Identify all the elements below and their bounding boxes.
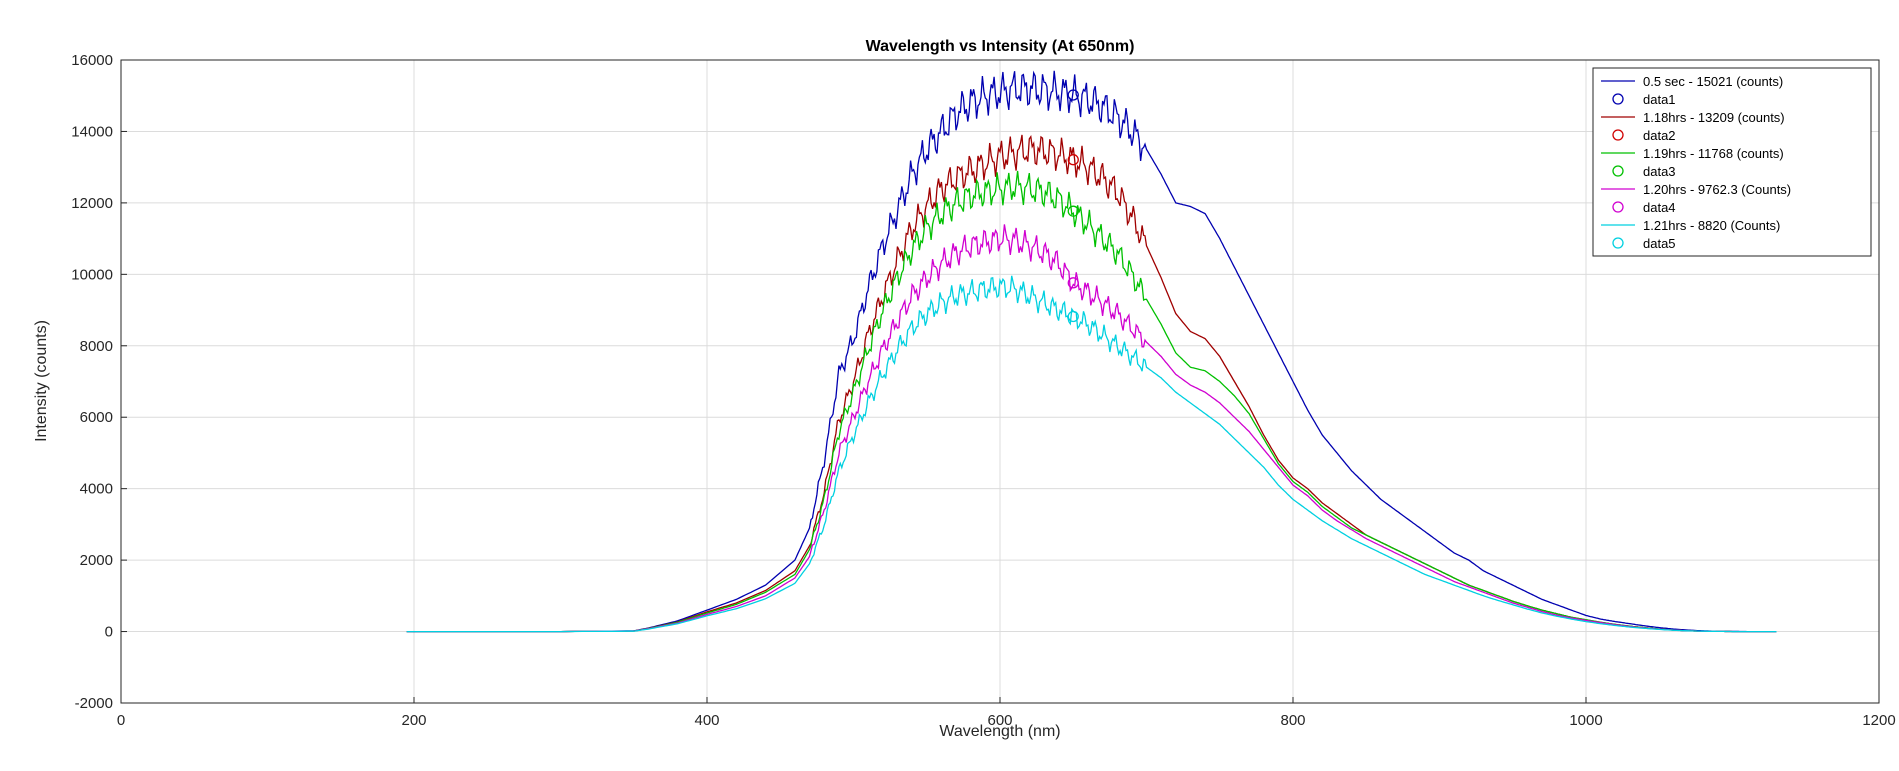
x-tick-label: 200	[401, 712, 426, 729]
data-marker-3	[1067, 205, 1079, 217]
chart-title: Wavelength vs Intensity (At 650nm)	[866, 38, 1135, 55]
x-tick-label: 400	[694, 712, 719, 729]
x-tick-label: 1000	[1569, 712, 1602, 729]
legend-entry-series: 1.19hrs - 11768 (counts)	[1643, 146, 1784, 161]
x-axis-title: Wavelength (nm)	[939, 723, 1060, 740]
y-tick-label: 14000	[71, 123, 113, 140]
x-tick-label: 800	[1280, 712, 1305, 729]
series-layer	[406, 70, 1777, 633]
tick-labels: 0 200 400 600 800 1000 1200-200002000400060008…	[71, 52, 1895, 729]
series-line-5	[406, 275, 1777, 633]
series-line-1	[406, 70, 1777, 633]
data-marker-5	[1067, 310, 1079, 323]
y-tick-label: 16000	[71, 52, 113, 69]
y-tick-label: 8000	[80, 338, 113, 355]
x-tick-label: 600	[987, 712, 1012, 729]
y-tick-label: 2000	[80, 552, 113, 569]
data-marker-2	[1067, 154, 1079, 166]
y-tick-label: 4000	[80, 481, 113, 498]
legend-swatch-marker	[1612, 129, 1624, 141]
y-tick-label: 12000	[71, 195, 113, 212]
legend-entry-series: 1.20hrs - 9762.3 (Counts)	[1643, 182, 1791, 197]
legend-entry-marker: data4	[1643, 200, 1676, 215]
x-tick-label: 0	[117, 712, 125, 729]
data-marker-4	[1067, 277, 1079, 289]
y-tick-label: 10000	[71, 266, 113, 283]
legend-box	[1592, 67, 1872, 257]
y-tick-label: -2000	[75, 695, 113, 712]
y-axis-title: Intensity (counts)	[33, 320, 50, 442]
legend-entry-marker: data5	[1643, 236, 1676, 251]
legend-entry-marker: data2	[1643, 128, 1676, 143]
x-tick-label: 1200	[1862, 712, 1895, 729]
legend-swatch-marker	[1612, 93, 1624, 105]
legend-entry-series: 0.5 sec - 15021 (counts)	[1643, 74, 1783, 89]
series-line-4	[406, 224, 1777, 633]
legend: 0.5 sec - 15021 (counts) data1 1.18hrs - 1…	[1592, 67, 1872, 257]
legend-entry-series: 1.18hrs - 13209 (counts)	[1643, 110, 1785, 125]
data-marker-1	[1067, 89, 1079, 101]
legend-swatch-marker	[1612, 237, 1624, 249]
legend-entry-series: 1.21hrs - 8820 (Counts)	[1643, 218, 1780, 233]
legend-swatch-marker	[1612, 201, 1624, 213]
legend-entry-marker: data3	[1643, 164, 1676, 179]
y-tick-label: 0	[105, 624, 113, 641]
y-tick-label: 6000	[80, 409, 113, 426]
marker-layer	[1067, 89, 1079, 323]
legend-entry-marker: data1	[1643, 92, 1676, 107]
legend-swatch-marker	[1612, 165, 1624, 177]
